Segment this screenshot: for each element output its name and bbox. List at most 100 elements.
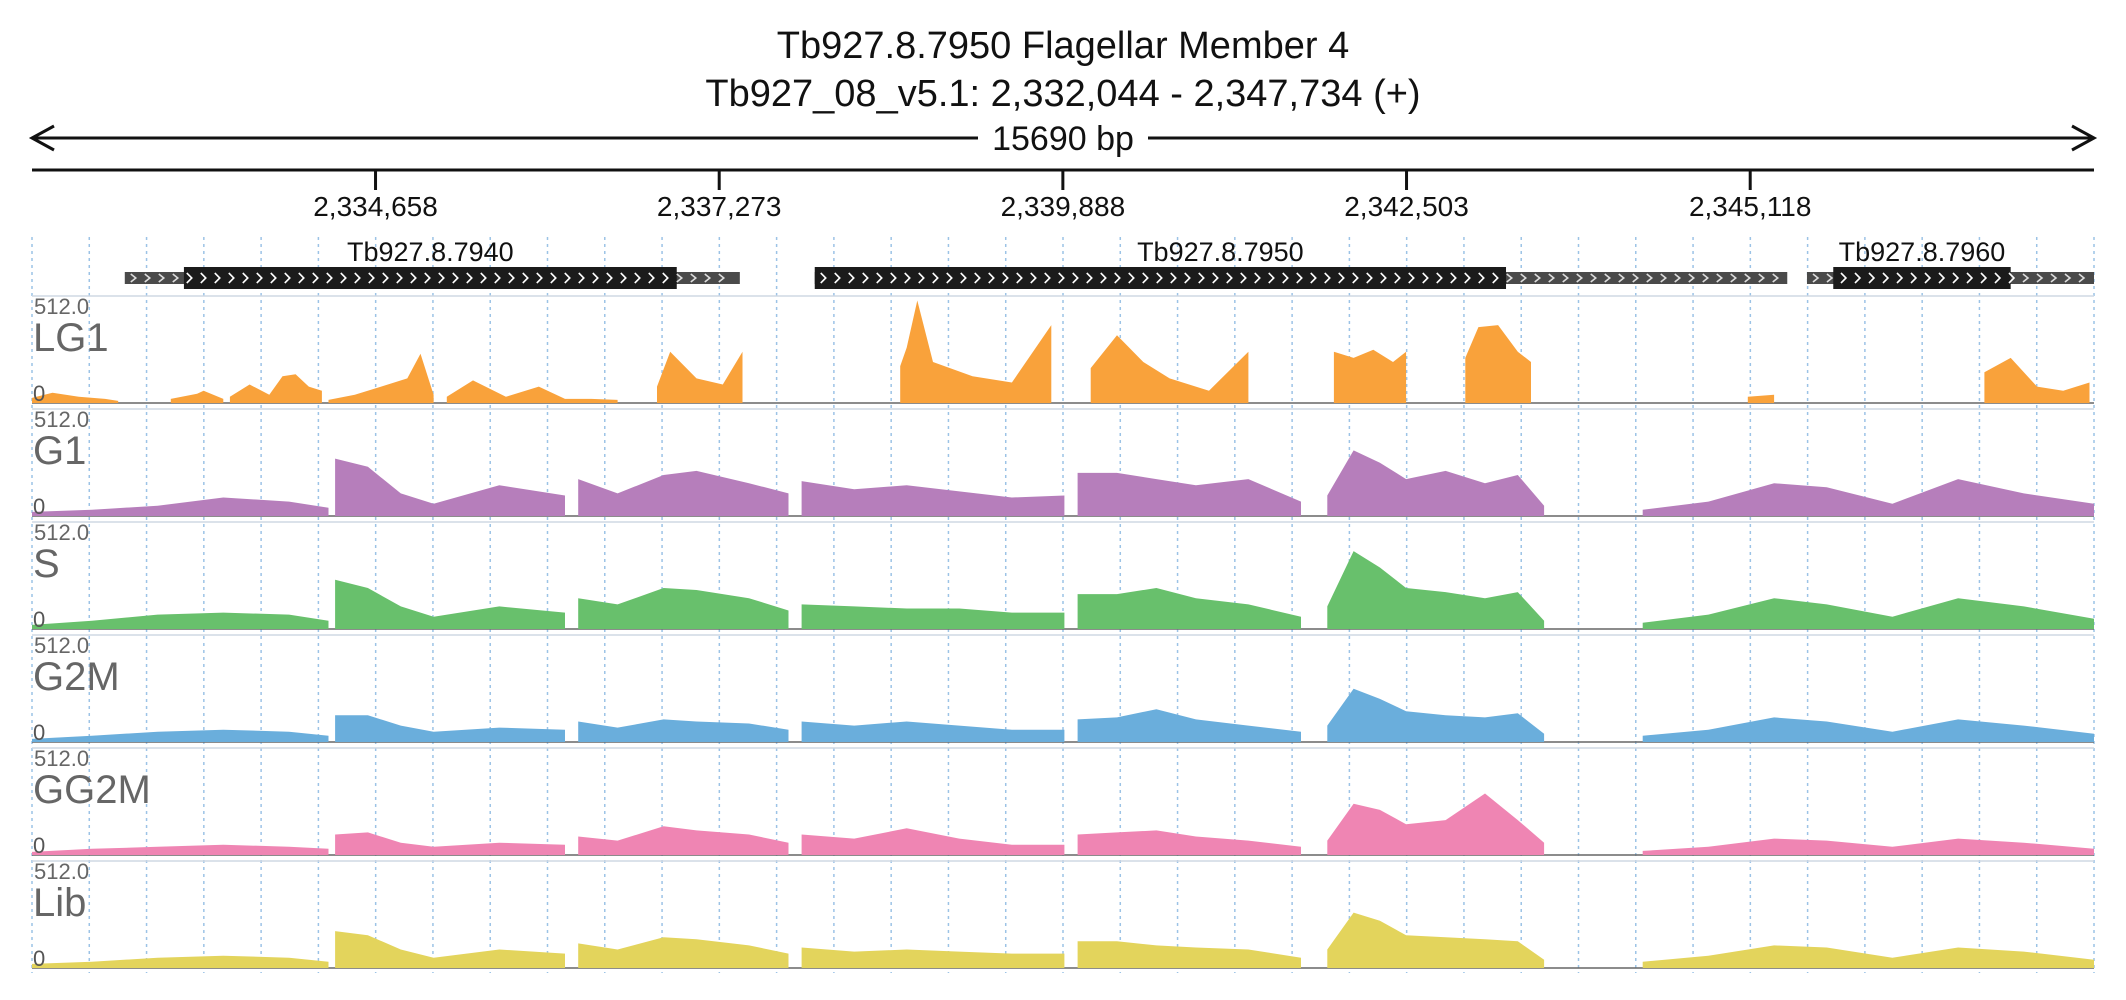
track-ymin-label: 0 <box>33 381 45 406</box>
coverage-area <box>32 955 329 968</box>
coverage-area <box>1077 941 1301 968</box>
strand-chevron-icon <box>396 272 403 284</box>
strand-chevron-icon <box>848 272 855 284</box>
strand-chevron-icon <box>354 272 361 284</box>
strand-chevron-icon <box>2036 273 2044 283</box>
strand-chevron-icon <box>1408 272 1415 284</box>
strand-chevron-icon <box>676 273 684 283</box>
strand-chevron-icon <box>634 272 641 284</box>
strand-chevron-icon <box>312 272 319 284</box>
strand-chevron-icon <box>1394 272 1401 284</box>
strand-chevron-icon <box>704 273 712 283</box>
strand-chevron-icon <box>1924 272 1932 284</box>
strand-chevron-icon <box>494 272 501 284</box>
strand-chevron-icon <box>1758 273 1766 283</box>
strand-chevron-icon <box>1506 273 1514 283</box>
strand-chevron-icon <box>946 272 953 284</box>
track-ymax-label: 512.0 <box>34 633 89 658</box>
strand-chevron-icon <box>172 273 180 283</box>
strand-chevron-icon <box>1840 272 1848 284</box>
strand-chevron-icon <box>1604 273 1612 283</box>
strand-chevron-icon <box>1618 273 1626 283</box>
x-tick-label: 2,334,658 <box>313 191 438 222</box>
strand-chevron-icon <box>1812 273 1820 283</box>
gene-label: Tb927.8.7960 <box>1839 237 2006 267</box>
strand-chevron-icon <box>1548 273 1556 283</box>
gene-cds-bar <box>1833 267 2011 289</box>
strand-chevron-icon <box>1730 273 1738 283</box>
strand-chevron-icon <box>144 273 152 283</box>
strand-chevron-icon <box>536 272 543 284</box>
strand-chevron-icon <box>1868 272 1876 284</box>
strand-chevron-icon <box>1632 273 1640 283</box>
strand-chevron-icon <box>578 272 585 284</box>
strand-chevron-icon <box>820 272 827 284</box>
strand-chevron-icon <box>904 272 911 284</box>
coverage-area <box>801 828 1065 855</box>
strand-chevron-icon <box>1142 272 1149 284</box>
coverage-area <box>1077 588 1301 629</box>
gene-label: Tb927.8.7940 <box>347 237 514 267</box>
coverage-area <box>1327 450 1545 516</box>
strand-chevron-icon <box>1562 273 1570 283</box>
track-ymin-label: 0 <box>33 607 45 632</box>
span-label: 15690 bp <box>992 120 1134 158</box>
strand-chevron-icon <box>508 272 515 284</box>
coverage-area <box>801 481 1065 516</box>
figure-title-line2: Tb927_08_v5.1: 2,332,044 - 2,347,734 (+) <box>705 73 1420 115</box>
strand-chevron-icon <box>1854 272 1862 284</box>
strand-chevron-icon <box>1436 272 1443 284</box>
x-tick-label: 2,339,888 <box>1001 191 1126 222</box>
coverage-area <box>1642 838 2094 855</box>
track-lg1: 512.0 0 LG1 <box>32 294 2094 406</box>
strand-chevron-icon <box>1310 272 1317 284</box>
strand-chevron-icon <box>1896 272 1904 284</box>
coverage-area <box>1327 551 1545 629</box>
strand-chevron-icon <box>690 273 698 283</box>
coverage-area <box>578 826 789 855</box>
coverage-area <box>446 380 618 403</box>
span-label-background <box>978 118 1148 158</box>
coverage-area <box>1984 357 2090 403</box>
strand-chevron-icon <box>1240 272 1247 284</box>
strand-chevron-icon <box>648 272 655 284</box>
strand-chevron-icon <box>918 272 925 284</box>
coverage-area <box>32 844 329 855</box>
strand-chevron-icon <box>862 272 869 284</box>
strand-chevron-icon <box>1044 272 1051 284</box>
strand-chevron-icon <box>452 272 459 284</box>
strand-chevron-icon <box>2008 272 2016 284</box>
coverage-area <box>1642 479 2094 516</box>
strand-chevron-icon <box>1534 273 1542 283</box>
strand-chevron-icon <box>1282 272 1289 284</box>
track-ymax-label: 512.0 <box>34 294 89 319</box>
coverage-area <box>657 351 743 403</box>
strand-chevron-icon <box>1422 272 1429 284</box>
strand-chevron-icon <box>1910 272 1918 284</box>
x-tick-label: 2,345,118 <box>1689 191 1812 222</box>
strand-chevron-icon <box>480 272 487 284</box>
strand-chevron-icon <box>1170 272 1177 284</box>
strand-chevron-icon <box>1184 272 1191 284</box>
coverage-area <box>1327 793 1545 855</box>
strand-chevron-icon <box>1198 272 1205 284</box>
strand-chevron-icon <box>298 272 305 284</box>
strand-chevron-icon <box>270 272 277 284</box>
track-g1: 512.0 0 G1 <box>32 407 2094 519</box>
coverage-area <box>335 715 565 742</box>
strand-chevron-icon <box>424 272 431 284</box>
coverage-area <box>335 458 565 516</box>
track-ymin-label: 0 <box>33 494 45 519</box>
strand-chevron-icon <box>1492 272 1499 284</box>
strand-chevron-icon <box>1966 272 1974 284</box>
coverage-area <box>32 729 329 742</box>
strand-chevron-icon <box>382 272 389 284</box>
coverage-area <box>1090 335 1249 403</box>
strand-chevron-icon <box>1646 273 1654 283</box>
span-arrow-right-head-icon <box>2071 124 2098 152</box>
strand-chevron-icon <box>1674 273 1682 283</box>
strand-chevron-icon <box>1296 272 1303 284</box>
track-ymax-label: 512.0 <box>34 859 89 884</box>
strand-chevron-icon <box>1952 272 1960 284</box>
strand-chevron-icon <box>438 272 445 284</box>
